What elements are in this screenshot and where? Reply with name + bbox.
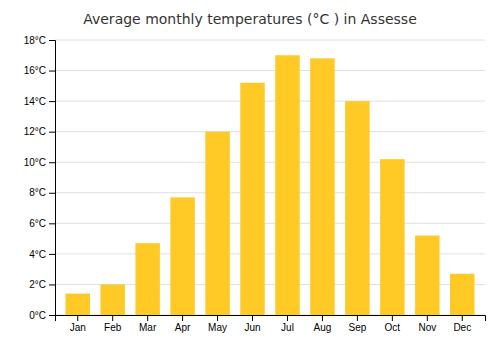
x-tick-mark <box>427 315 428 321</box>
x-axis: Jan Feb Mar Apr May Jun Jul Aug Sep Oct Nov Dec <box>56 315 486 333</box>
x-axis-line <box>56 316 486 322</box>
x-tick-label: May <box>208 322 227 333</box>
y-tick: 4°C <box>29 249 55 260</box>
y-tick-mark <box>49 101 55 102</box>
x-tick-mark <box>252 315 253 321</box>
x-tick-label: Oct <box>385 322 401 333</box>
y-tick-label: 10°C <box>24 157 46 168</box>
x-tick: Jun <box>244 315 260 333</box>
y-tick-mark <box>49 223 55 224</box>
x-tick-mark <box>462 315 463 321</box>
x-tick-label: Feb <box>104 322 122 333</box>
y-tick: 8°C <box>29 187 55 198</box>
y-tick-label: 14°C <box>24 96 46 107</box>
x-tick: Dec <box>453 315 471 333</box>
y-tick-mark <box>49 71 55 72</box>
grid-line <box>55 101 485 102</box>
y-tick: 6°C <box>29 218 55 229</box>
y-tick-label: 18°C <box>24 35 46 46</box>
grid-line <box>55 40 485 41</box>
y-tick-label: 8°C <box>29 187 46 198</box>
x-tick: Feb <box>104 315 122 333</box>
y-tick-label: 4°C <box>29 249 46 260</box>
grid-line <box>55 131 485 132</box>
bar <box>240 83 264 315</box>
y-tick-mark <box>49 284 55 285</box>
bar <box>380 159 404 315</box>
x-tick-mark <box>182 315 183 321</box>
y-tick-mark <box>49 193 55 194</box>
bar <box>415 236 439 315</box>
x-tick-mark <box>287 315 288 321</box>
x-tick-label: Nov <box>418 322 436 333</box>
x-tick-label: Dec <box>453 322 471 333</box>
x-tick: Apr <box>175 315 191 333</box>
y-tick: 14°C <box>24 96 55 107</box>
x-tick: Mar <box>139 315 157 333</box>
x-tick-mark <box>392 315 393 321</box>
x-tick: May <box>208 315 227 333</box>
y-tick: 18°C <box>24 35 55 46</box>
y-tick-label: 6°C <box>29 218 46 229</box>
x-tick-label: Aug <box>314 322 332 333</box>
x-tick-label: Sep <box>348 322 366 333</box>
bar <box>310 58 334 315</box>
x-tick-label: Mar <box>139 322 157 333</box>
grid-line <box>55 223 485 224</box>
y-tick-mark <box>49 40 55 41</box>
x-tick-label: Apr <box>175 322 191 333</box>
grid <box>55 40 485 315</box>
x-tick-mark <box>217 315 218 321</box>
x-tick: Aug <box>314 315 332 333</box>
title: Average monthly temperatures (°C ) in As… <box>83 11 417 27</box>
y-tick: 0°C <box>29 310 55 321</box>
x-tick: Sep <box>348 315 366 333</box>
x-tick-mark <box>112 315 113 321</box>
x-tick-label: Jan <box>70 322 86 333</box>
bar <box>450 274 474 315</box>
y-tick-label: 0°C <box>29 310 46 321</box>
x-tick-mark <box>357 315 358 321</box>
x-tick-label: Jun <box>244 322 260 333</box>
grid-line <box>55 192 485 193</box>
bar <box>100 284 124 315</box>
bar <box>275 55 299 315</box>
y-axis-line <box>49 41 56 316</box>
y-axis: 0°C 2°C 4°C 6°C 8°C 10°C 12°C 14°C 16°C 18°C <box>24 35 56 321</box>
y-tick-mark <box>49 162 55 163</box>
y-tick-mark <box>49 315 55 316</box>
chart: 0°C 2°C 4°C 6°C 8°C 10°C 12°C 14°C 16°C 18°C Jan Fe… <box>0 0 500 350</box>
y-tick-label: 2°C <box>29 279 46 290</box>
x-tick-mark <box>322 315 323 321</box>
grid-line <box>55 162 485 163</box>
bar <box>135 243 159 315</box>
y-tick: 10°C <box>24 157 55 168</box>
bar <box>170 197 194 315</box>
y-tick-label: 16°C <box>24 65 46 76</box>
bar <box>65 294 89 315</box>
x-tick-mark <box>147 315 148 321</box>
bars <box>65 55 474 315</box>
bar <box>205 132 229 315</box>
x-tick: Oct <box>385 315 401 333</box>
y-tick-label: 12°C <box>24 126 46 137</box>
y-tick: 16°C <box>24 65 55 76</box>
x-tick: Jul <box>281 315 294 333</box>
x-tick: Jan <box>70 315 86 333</box>
x-tick: Nov <box>418 315 436 333</box>
plot: 0°C 2°C 4°C 6°C 8°C 10°C 12°C 14°C 16°C 18°C Jan Fe… <box>24 35 486 333</box>
grid-line <box>55 70 485 71</box>
y-tick-mark <box>49 132 55 133</box>
x-tick-label: Jul <box>281 322 294 333</box>
y-tick: 2°C <box>29 279 55 290</box>
bar <box>345 101 369 315</box>
y-tick: 12°C <box>24 126 55 137</box>
y-tick-mark <box>49 254 55 255</box>
x-tick-mark <box>77 315 78 321</box>
